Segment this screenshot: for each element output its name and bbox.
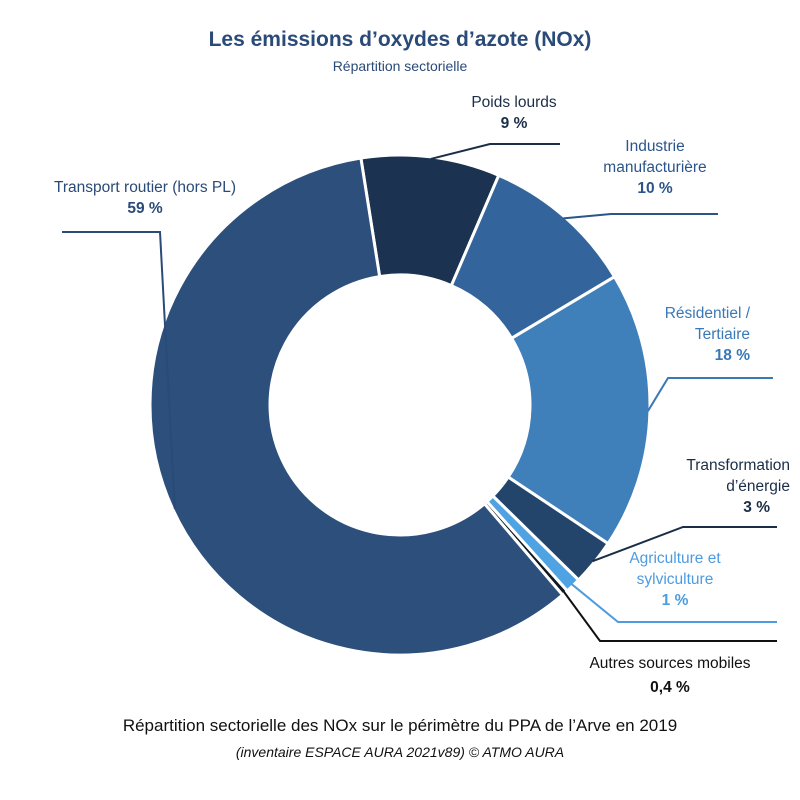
chart-title: Les émissions d’oxydes d’azote (NOx) [208, 28, 592, 51]
label-text-line1: Résidentiel / [664, 305, 750, 322]
leader-line-autres-sources [562, 590, 777, 642]
leader-line-residentiel [647, 377, 773, 412]
slice-residentiel [506, 274, 652, 546]
label-text-line1: Agriculture et [629, 550, 721, 567]
label-text: Poids lourds [471, 94, 557, 111]
label-text-line2: d’énergie [726, 478, 790, 495]
label-text-line1: Industrie [625, 138, 685, 155]
label-value: 59 % [127, 200, 163, 217]
label-value: 9 % [500, 115, 528, 132]
label-value: 1 % [661, 592, 689, 609]
leader-line-industrie [563, 213, 718, 220]
label-residentiel: Résidentiel / Tertiaire 18 % [560, 303, 750, 366]
leader-line-transformation [592, 526, 777, 563]
label-text-line2: manufacturière [603, 159, 707, 176]
slice-transport-routier [148, 156, 565, 657]
label-text: Transport routier (hors PL) [53, 179, 237, 196]
label-transport-routier: Transport routier (hors PL) 59 % [20, 177, 270, 219]
label-poids-lourds: Poids lourds 9 % [414, 92, 614, 134]
label-text-line1: Transformation [686, 457, 790, 474]
label-text-line2: sylviculture [636, 571, 714, 588]
label-value: 3 % [743, 499, 770, 516]
leader-line-transport-routier [62, 231, 176, 509]
leader-line-poids-lourds [430, 143, 560, 160]
label-text-line2: Tertiaire [694, 326, 750, 343]
label-value: 0,4 % [650, 679, 690, 696]
chart-caption: Répartition sectorielle des NOx sur le p… [122, 716, 678, 735]
label-autres-sources: Autres sources mobiles 0,4 % [560, 653, 780, 698]
label-text: Autres sources mobiles [589, 655, 751, 672]
label-value: 10 % [637, 180, 673, 197]
label-industrie: Industrie manufacturière 10 % [560, 136, 750, 199]
chart-source: (inventaire ESPACE AURA 2021v89) © ATMO … [235, 744, 565, 760]
leader-line-agriculture [570, 583, 777, 623]
label-value: 18 % [714, 347, 750, 364]
chart-subtitle: Répartition sectorielle [332, 58, 468, 74]
label-agriculture: Agriculture et sylviculture 1 % [580, 548, 770, 611]
label-transformation: Transformation d’énergie 3 % [600, 455, 790, 518]
